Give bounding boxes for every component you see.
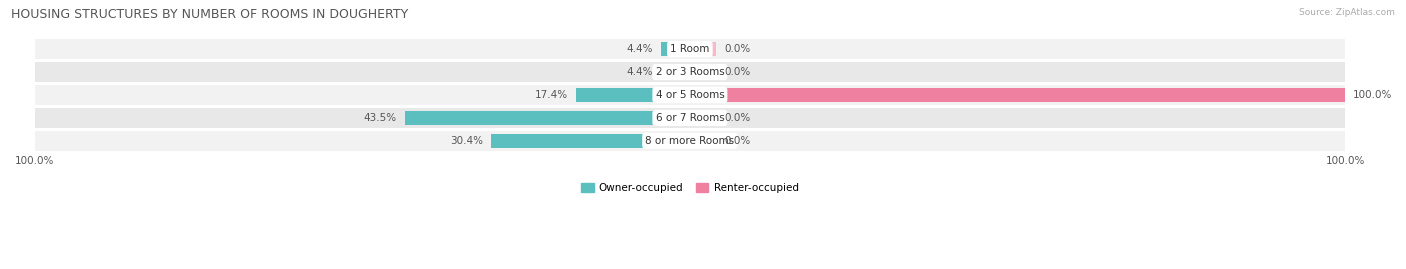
- Text: 0.0%: 0.0%: [724, 136, 751, 146]
- Bar: [35, 85, 1346, 105]
- Bar: [690, 111, 716, 125]
- Bar: [35, 108, 1346, 128]
- Bar: [405, 111, 690, 125]
- Bar: [690, 65, 716, 79]
- Bar: [35, 39, 1346, 59]
- Text: 2 or 3 Rooms: 2 or 3 Rooms: [655, 67, 724, 77]
- Text: 30.4%: 30.4%: [450, 136, 482, 146]
- Bar: [661, 42, 690, 56]
- Bar: [690, 42, 716, 56]
- Text: HOUSING STRUCTURES BY NUMBER OF ROOMS IN DOUGHERTY: HOUSING STRUCTURES BY NUMBER OF ROOMS IN…: [11, 8, 409, 21]
- Bar: [576, 88, 690, 102]
- Text: 100.0%: 100.0%: [1353, 90, 1392, 100]
- Text: 0.0%: 0.0%: [724, 44, 751, 54]
- Text: 0.0%: 0.0%: [724, 67, 751, 77]
- Text: 17.4%: 17.4%: [534, 90, 568, 100]
- Bar: [491, 134, 690, 148]
- Text: 1 Room: 1 Room: [671, 44, 710, 54]
- Bar: [661, 65, 690, 79]
- Text: 8 or more Rooms: 8 or more Rooms: [645, 136, 734, 146]
- Text: 43.5%: 43.5%: [364, 113, 396, 123]
- Text: 4.4%: 4.4%: [627, 44, 654, 54]
- Bar: [690, 88, 1346, 102]
- Text: Source: ZipAtlas.com: Source: ZipAtlas.com: [1299, 8, 1395, 17]
- Text: 4 or 5 Rooms: 4 or 5 Rooms: [655, 90, 724, 100]
- Text: 4.4%: 4.4%: [627, 67, 654, 77]
- Bar: [690, 134, 716, 148]
- Text: 0.0%: 0.0%: [724, 113, 751, 123]
- Bar: [35, 131, 1346, 151]
- Bar: [35, 62, 1346, 82]
- Legend: Owner-occupied, Renter-occupied: Owner-occupied, Renter-occupied: [576, 179, 803, 197]
- Text: 6 or 7 Rooms: 6 or 7 Rooms: [655, 113, 724, 123]
